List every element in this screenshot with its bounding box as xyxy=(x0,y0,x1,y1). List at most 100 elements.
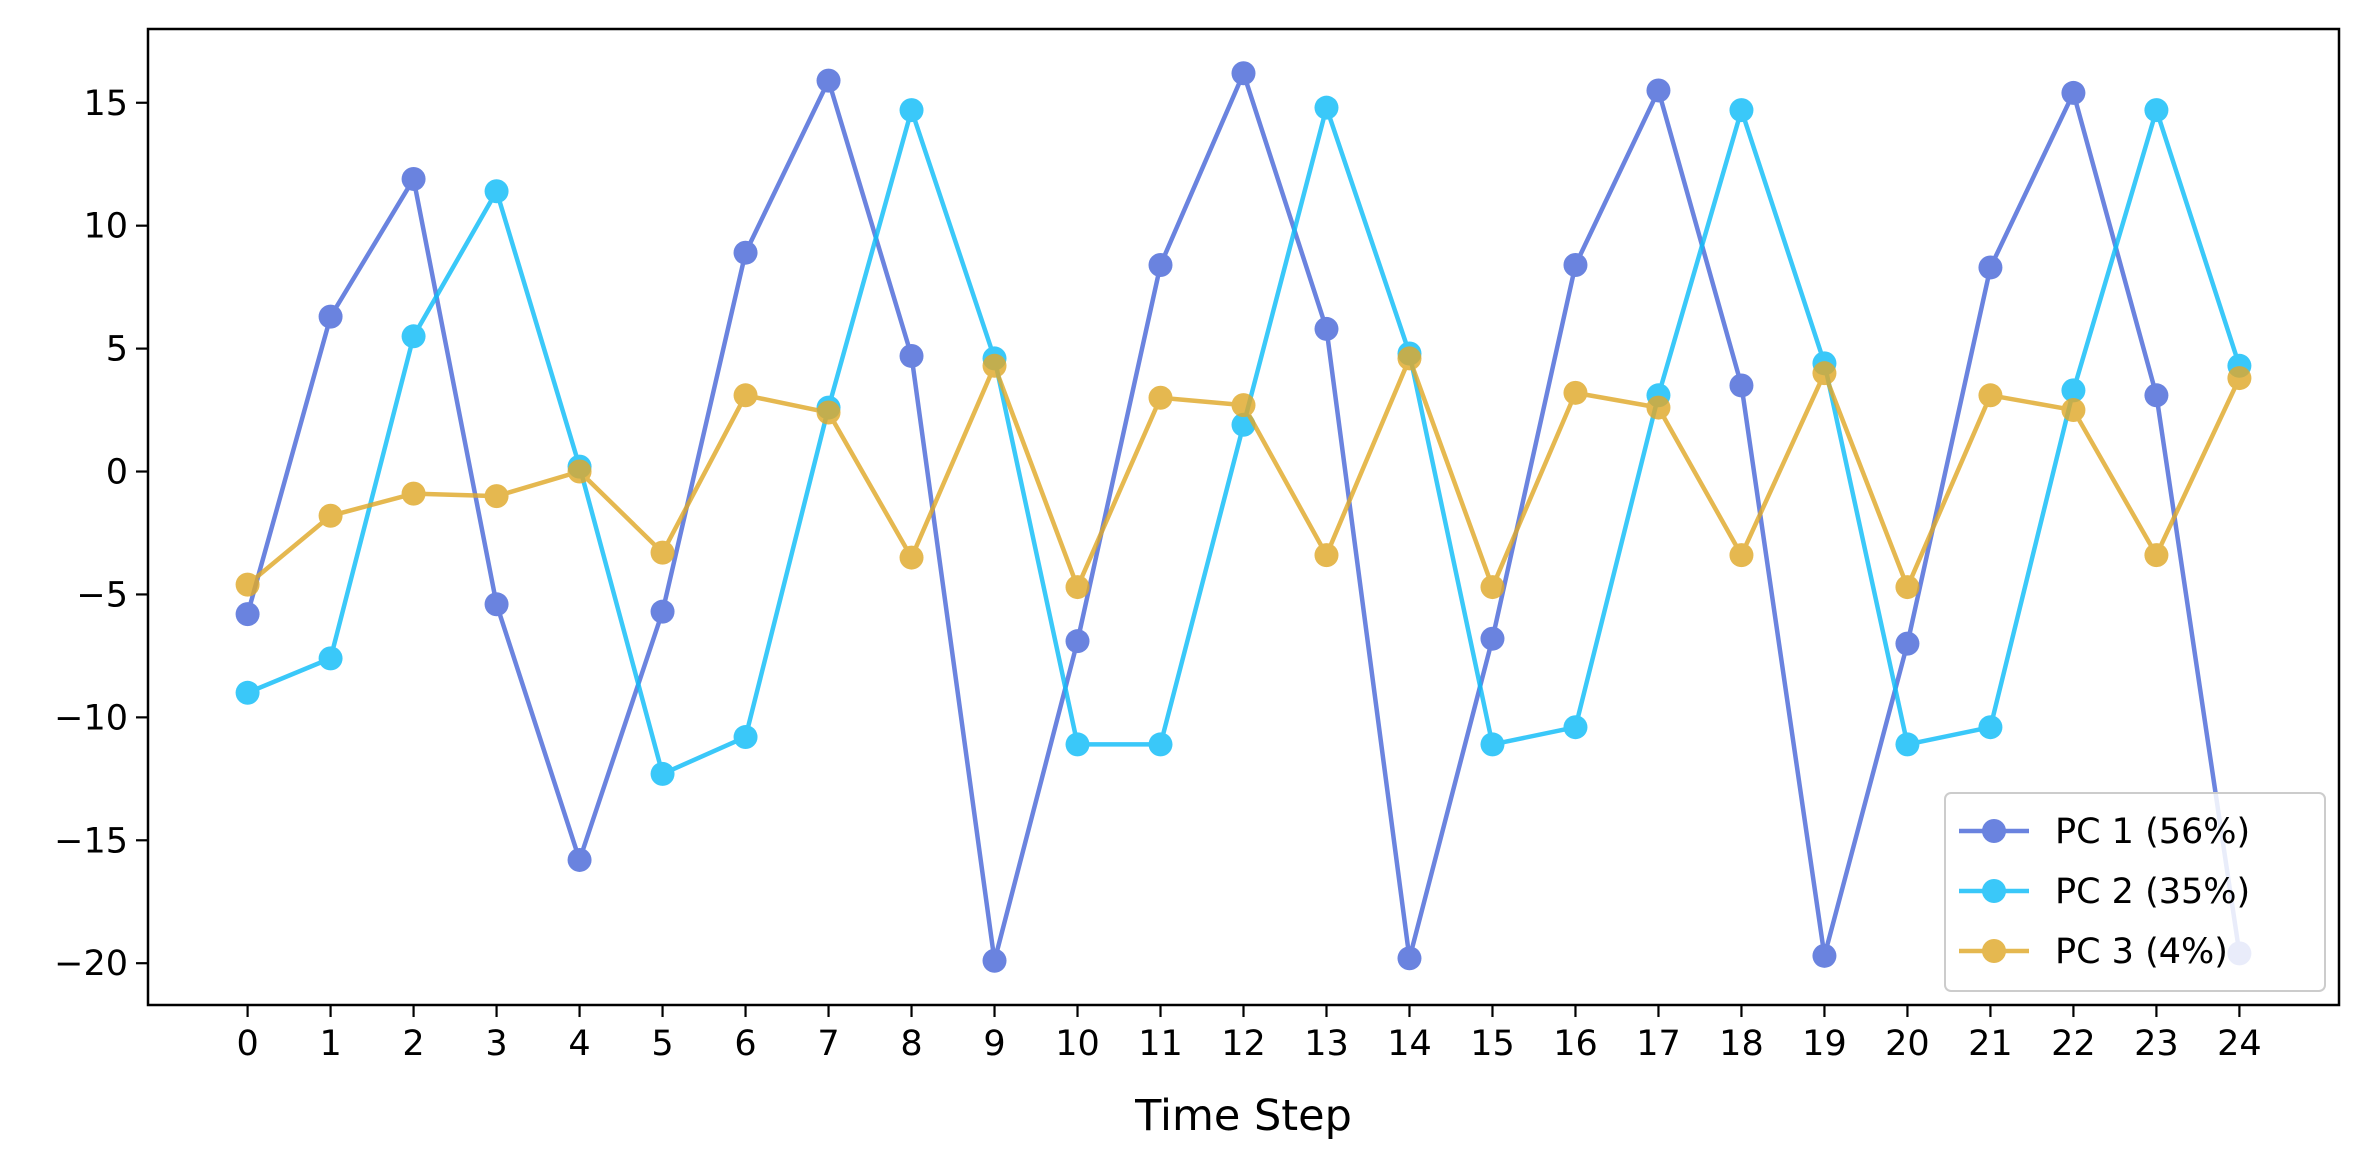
data-point xyxy=(484,179,509,204)
legend-item: PC 1 (56%) xyxy=(1959,812,2250,852)
data-point xyxy=(1480,732,1505,757)
series-3 xyxy=(235,346,2252,600)
data-point xyxy=(2144,383,2169,408)
data-point xyxy=(1065,575,1090,600)
legend: PC 1 (56%) PC 2 (35%) PC 3 (4%) xyxy=(1944,792,2326,992)
x-tick-label: 22 xyxy=(2051,1024,2096,1064)
data-point xyxy=(235,680,260,705)
data-point xyxy=(982,353,1007,378)
data-point xyxy=(1563,715,1588,740)
data-point xyxy=(318,304,343,329)
data-point xyxy=(1729,373,1754,398)
data-point xyxy=(899,98,924,123)
data-point xyxy=(1729,543,1754,568)
data-point xyxy=(1480,626,1505,651)
x-tick-label: 12 xyxy=(1221,1024,1266,1064)
x-tick-label: 20 xyxy=(1885,1024,1930,1064)
y-tick-label: −15 xyxy=(54,821,128,861)
y-axis: −20 −15 −10 −5 0 5 10 15 xyxy=(54,84,148,984)
y-tick-label: 5 xyxy=(106,330,128,370)
series-line xyxy=(246,356,2242,590)
data-point xyxy=(1978,715,2003,740)
data-point xyxy=(401,166,426,191)
legend-swatch xyxy=(1959,879,2029,903)
data-point xyxy=(1314,543,1339,568)
data-point xyxy=(401,481,426,506)
data-point xyxy=(1563,253,1588,278)
data-point xyxy=(1646,78,1671,103)
data-point xyxy=(235,572,260,597)
data-point xyxy=(484,592,509,617)
data-point xyxy=(1812,361,1837,386)
data-point xyxy=(899,343,924,368)
data-point xyxy=(1231,61,1256,86)
series-line xyxy=(245,71,2242,963)
data-point xyxy=(235,602,260,627)
x-tick-label: 11 xyxy=(1138,1024,1183,1064)
data-point xyxy=(1563,380,1588,405)
data-point xyxy=(2144,543,2169,568)
x-tick-label: 19 xyxy=(1802,1024,1847,1064)
series-1 xyxy=(235,61,2252,973)
x-tick-label: 8 xyxy=(900,1024,922,1064)
x-tick-label: 14 xyxy=(1387,1024,1432,1064)
data-point xyxy=(982,948,1007,973)
x-tick-label: 7 xyxy=(817,1024,839,1064)
x-tick-label: 9 xyxy=(983,1024,1005,1064)
data-point xyxy=(1148,732,1173,757)
data-point xyxy=(1314,316,1339,341)
data-point xyxy=(1812,943,1837,968)
data-point xyxy=(816,400,841,425)
data-point xyxy=(1895,732,1920,757)
y-tick-label: −5 xyxy=(76,575,128,615)
x-tick-label: 0 xyxy=(236,1024,258,1064)
data-point xyxy=(2227,366,2252,391)
legend-label: PC 3 (4%) xyxy=(2055,932,2228,972)
data-point xyxy=(484,484,509,509)
legend-label: PC 1 (56%) xyxy=(2055,812,2250,852)
data-point xyxy=(1397,346,1422,371)
legend-item: PC 2 (35%) xyxy=(1959,872,2250,912)
x-tick-label: 16 xyxy=(1553,1024,1598,1064)
data-point xyxy=(567,459,592,484)
data-point xyxy=(1978,383,2003,408)
y-tick-label: 10 xyxy=(83,207,128,247)
y-tick-label: 0 xyxy=(106,453,128,493)
data-point xyxy=(1895,631,1920,656)
data-point xyxy=(2144,98,2169,123)
data-point xyxy=(1148,385,1173,410)
data-point xyxy=(1729,98,1754,123)
data-point xyxy=(1314,95,1339,120)
x-tick-label: 5 xyxy=(651,1024,673,1064)
data-point xyxy=(401,324,426,349)
data-point xyxy=(2061,80,2086,105)
x-tick-label: 13 xyxy=(1304,1024,1349,1064)
legend-swatch xyxy=(1959,819,2029,843)
data-point xyxy=(2061,398,2086,423)
data-point xyxy=(650,761,675,786)
x-tick-label: 24 xyxy=(2217,1024,2262,1064)
x-tick-label: 6 xyxy=(734,1024,756,1064)
x-tick-label: 1 xyxy=(319,1024,341,1064)
data-point xyxy=(1148,253,1173,278)
x-axis-label: Time Step xyxy=(1134,1091,1352,1141)
data-point xyxy=(650,599,675,624)
series-line xyxy=(246,105,2242,777)
x-tick-label: 21 xyxy=(1968,1024,2013,1064)
data-point xyxy=(733,240,758,265)
x-tick-label: 15 xyxy=(1470,1024,1515,1064)
data-point xyxy=(733,725,758,750)
series-2 xyxy=(235,95,2252,786)
y-tick-label: −20 xyxy=(54,944,128,984)
x-tick-label: 2 xyxy=(402,1024,424,1064)
x-tick-label: 18 xyxy=(1719,1024,1764,1064)
series-layer xyxy=(235,61,2252,973)
data-point xyxy=(1978,255,2003,280)
x-tick-label: 10 xyxy=(1055,1024,1100,1064)
data-point xyxy=(1065,629,1090,654)
data-point xyxy=(899,545,924,570)
y-tick-label: −10 xyxy=(54,698,128,738)
legend-item: PC 3 (4%) xyxy=(1959,932,2228,972)
data-point xyxy=(1895,575,1920,600)
legend-box xyxy=(1944,792,2326,992)
